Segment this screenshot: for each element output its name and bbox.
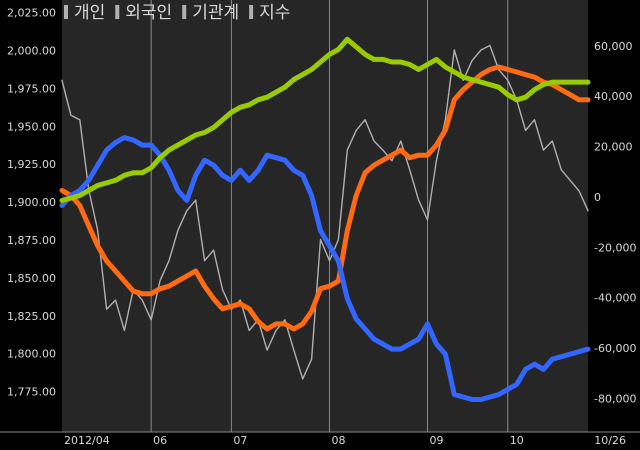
- y2-tick-label: 0: [594, 191, 601, 204]
- series-line: [61, 44, 589, 380]
- y2-tick-label: 60,000: [594, 40, 633, 53]
- x-tick-label: 08: [331, 434, 345, 447]
- y2-tick-label: -60,000: [594, 342, 636, 355]
- y-tick-label: 2,025.00: [7, 7, 56, 20]
- y-tick-label: 1,925.00: [7, 158, 56, 171]
- plot-area: [62, 0, 588, 432]
- legend-marker: [115, 5, 120, 19]
- series-line: [59, 64, 591, 332]
- x-tick-label: 10: [510, 434, 524, 447]
- y2-tick-label: -80,000: [594, 393, 636, 406]
- x-tick-label: 09: [430, 434, 444, 447]
- y2-tick-label: -40,000: [594, 292, 636, 305]
- y-tick-label: 1,875.00: [7, 234, 56, 247]
- series-line: [59, 135, 591, 402]
- y2-tick-label: 20,000: [594, 141, 633, 154]
- legend-label: 외국인: [125, 3, 172, 23]
- y-tick-label: 1,825.00: [7, 310, 56, 323]
- y2-tick-label: -20,000: [594, 241, 636, 254]
- legend-label: 지수: [259, 3, 290, 23]
- y-tick-label: 1,800.00: [7, 348, 56, 361]
- y-tick-label: 1,775.00: [7, 386, 56, 399]
- legend-label: 기관계: [192, 3, 239, 23]
- y-tick-label: 1,975.00: [7, 82, 56, 95]
- x-tick-label: 06: [153, 434, 167, 447]
- series-line: [59, 36, 591, 203]
- x-tick-label: 07: [233, 434, 247, 447]
- legend-marker: [182, 5, 187, 19]
- x-tick-label: 2012/04: [64, 434, 110, 447]
- y-tick-label: 2,000.00: [7, 45, 56, 58]
- x-tick-label: 10/26: [594, 434, 626, 447]
- legend-marker: [64, 5, 68, 19]
- y-tick-label: 1,850.00: [7, 272, 56, 285]
- legend-marker: [249, 5, 254, 19]
- legend-label: 개인: [74, 3, 105, 23]
- y-tick-label: 1,950.00: [7, 120, 56, 133]
- y2-tick-label: 40,000: [594, 90, 633, 103]
- y-tick-label: 1,900.00: [7, 196, 56, 209]
